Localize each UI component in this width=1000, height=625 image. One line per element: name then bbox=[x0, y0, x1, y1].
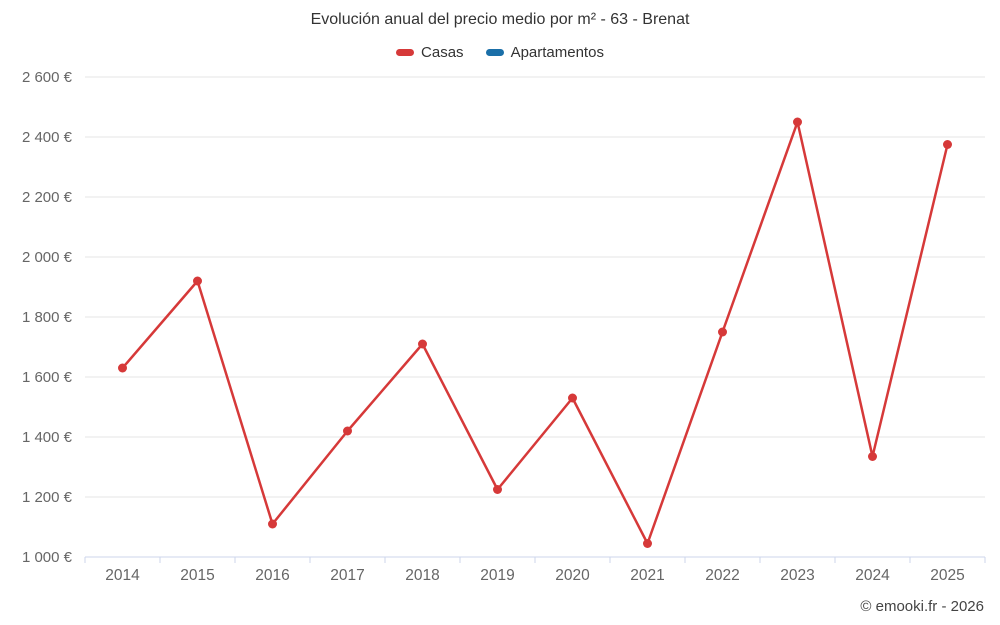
x-axis-label-2017: 2017 bbox=[330, 567, 364, 584]
credits-link[interactable]: © emooki.fr - 2026 bbox=[860, 598, 984, 615]
legend-marker-apartamentos bbox=[485, 49, 504, 56]
chart-title: Evolución anual del precio medio por m² … bbox=[310, 11, 690, 28]
legend: Casas Apartamentos bbox=[0, 44, 1000, 61]
x-axis-label-2018: 2018 bbox=[405, 567, 439, 584]
legend-label-apartamentos: Apartamentos bbox=[510, 44, 604, 61]
y-axis-label-2200: 2 200 € bbox=[22, 189, 73, 206]
data-point-casas-2024[interactable] bbox=[868, 452, 877, 461]
x-axis-label-2015: 2015 bbox=[180, 567, 214, 584]
y-axis-label-1600: 1 600 € bbox=[22, 369, 73, 386]
data-point-casas-2019[interactable] bbox=[493, 485, 502, 494]
data-point-casas-2018[interactable] bbox=[418, 339, 427, 349]
data-point-casas-2021[interactable] bbox=[643, 539, 652, 548]
x-axis-label-2014: 2014 bbox=[105, 567, 140, 584]
data-point-casas-2014[interactable] bbox=[118, 363, 127, 373]
x-axis-label-2025: 2025 bbox=[930, 567, 964, 584]
x-axis-label-2016: 2016 bbox=[255, 567, 289, 584]
data-point-casas-2017[interactable] bbox=[343, 426, 352, 436]
data-point-casas-2016[interactable] bbox=[268, 519, 277, 529]
data-point-casas-2025[interactable] bbox=[943, 140, 952, 149]
y-axis-label-1800: 1 800 € bbox=[22, 309, 73, 326]
x-axis-label-2024: 2024 bbox=[855, 567, 890, 584]
x-axis-label-2020: 2020 bbox=[555, 567, 590, 584]
x-axis-label-2022: 2022 bbox=[705, 567, 739, 584]
y-axis-label-2400: 2 400 € bbox=[22, 129, 73, 146]
y-axis-label-2000: 2 000 € bbox=[22, 249, 73, 266]
y-axis-label-1200: 1 200 € bbox=[22, 489, 73, 506]
y-axis-label-1400: 1 400 € bbox=[22, 429, 73, 446]
legend-marker-casas bbox=[396, 49, 415, 56]
legend-item-casas[interactable]: Casas bbox=[396, 44, 464, 61]
y-axis-label-2600: 2 600 € bbox=[22, 69, 73, 86]
data-point-casas-2015[interactable] bbox=[193, 276, 202, 286]
x-axis-label-2019: 2019 bbox=[480, 567, 514, 584]
legend-item-apartamentos[interactable]: Apartamentos bbox=[485, 44, 604, 61]
data-point-casas-2022[interactable] bbox=[718, 327, 727, 337]
x-axis-label-2021: 2021 bbox=[630, 567, 664, 584]
legend-label-casas: Casas bbox=[421, 44, 464, 61]
x-axis-label-2023: 2023 bbox=[780, 567, 814, 584]
data-point-casas-2023[interactable] bbox=[793, 117, 802, 127]
data-point-casas-2020[interactable] bbox=[568, 393, 577, 403]
y-axis-label-1000: 1 000 € bbox=[22, 549, 73, 566]
series-line-casas[interactable] bbox=[121, 120, 949, 545]
